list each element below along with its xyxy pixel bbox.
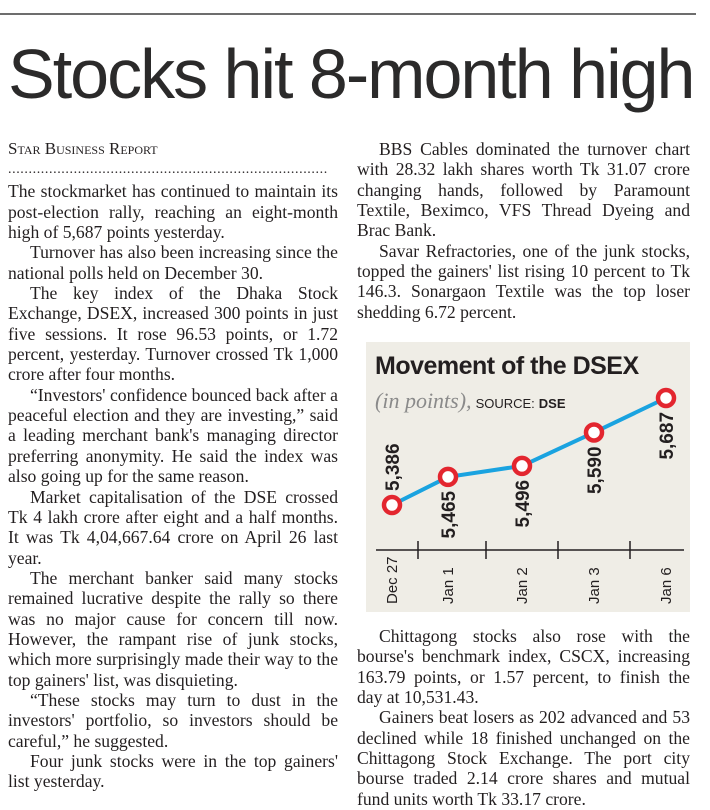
category-label: Jan 6 [658,567,675,604]
value-label: 5,386 [383,443,404,491]
right-column-top: BBS Cables dominated the turnover chart … [357,139,690,322]
value-label: 5,687 [657,412,678,460]
data-point [583,422,605,443]
divider-dots: ........................................… [8,162,328,178]
paragraph: Turnover has also been increasing since … [8,242,338,283]
paragraph: BBS Cables dominated the turnover chart … [357,139,690,241]
value-label: 5,465 [439,490,460,538]
paragraph: Savar Refractories, one of the junk stoc… [357,240,690,322]
data-point [655,387,677,409]
paragraph: The key index of the Dhaka Stock Exchang… [8,283,338,385]
value-label: 5,496 [513,480,534,528]
category-label: Jan 1 [440,567,457,604]
top-rule [0,13,696,15]
data-point [437,466,459,488]
paragraph: Gainers beat losers as 202 advanced and … [357,707,690,809]
dsex-chart: Movement of the DSEX (in points), SOURCE:… [366,342,690,612]
data-point [511,455,533,477]
category-label: Jan 2 [514,567,531,604]
data-point [381,494,403,516]
headline: Stocks hit 8-month high [8,35,695,113]
chart-subtitle: (in points), SOURCE: DSE [375,388,566,414]
paragraph: Four junk stocks were in the top gainers… [8,750,338,792]
chart-unit: (in points), [375,388,472,413]
left-column: Star Business Report ...................… [8,139,338,792]
paragraph: “These stocks may turn to dust in the in… [8,689,338,751]
chart-title: Movement of the DSEX [375,352,639,380]
right-column-bottom: Chittagong stocks also rose with the bou… [357,626,690,809]
paragraph: Market capitalisation of the DSE crossed… [8,486,338,568]
paragraph: The merchant banker said many stocks rem… [8,567,338,690]
paragraph: “Investors' confidence bounced back afte… [8,384,338,487]
category-label: Dec 27 [384,556,401,604]
chart-source-label: SOURCE: [475,396,535,411]
byline: Star Business Report [8,139,158,158]
paragraph: Chittagong stocks also rose with the bou… [357,626,690,708]
value-label: 5,590 [585,446,606,494]
category-label: Jan 3 [586,567,603,604]
chart-source: DSE [538,396,566,411]
paragraph: The stockmarket has continued to maintai… [8,181,338,243]
chart-plot: 5,386 Dec 27 5,465 Jan 1 5,496 Jan 2 5,590 Jan … [376,387,684,604]
